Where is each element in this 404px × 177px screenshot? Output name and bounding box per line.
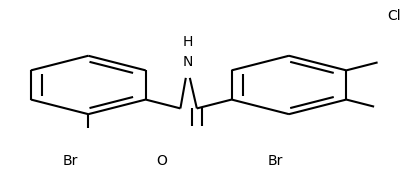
Text: Cl: Cl [387, 9, 401, 23]
Text: Br: Br [63, 154, 78, 168]
Text: N: N [183, 55, 193, 69]
Text: H: H [183, 35, 193, 50]
Text: Br: Br [267, 154, 283, 168]
Text: O: O [156, 154, 167, 168]
